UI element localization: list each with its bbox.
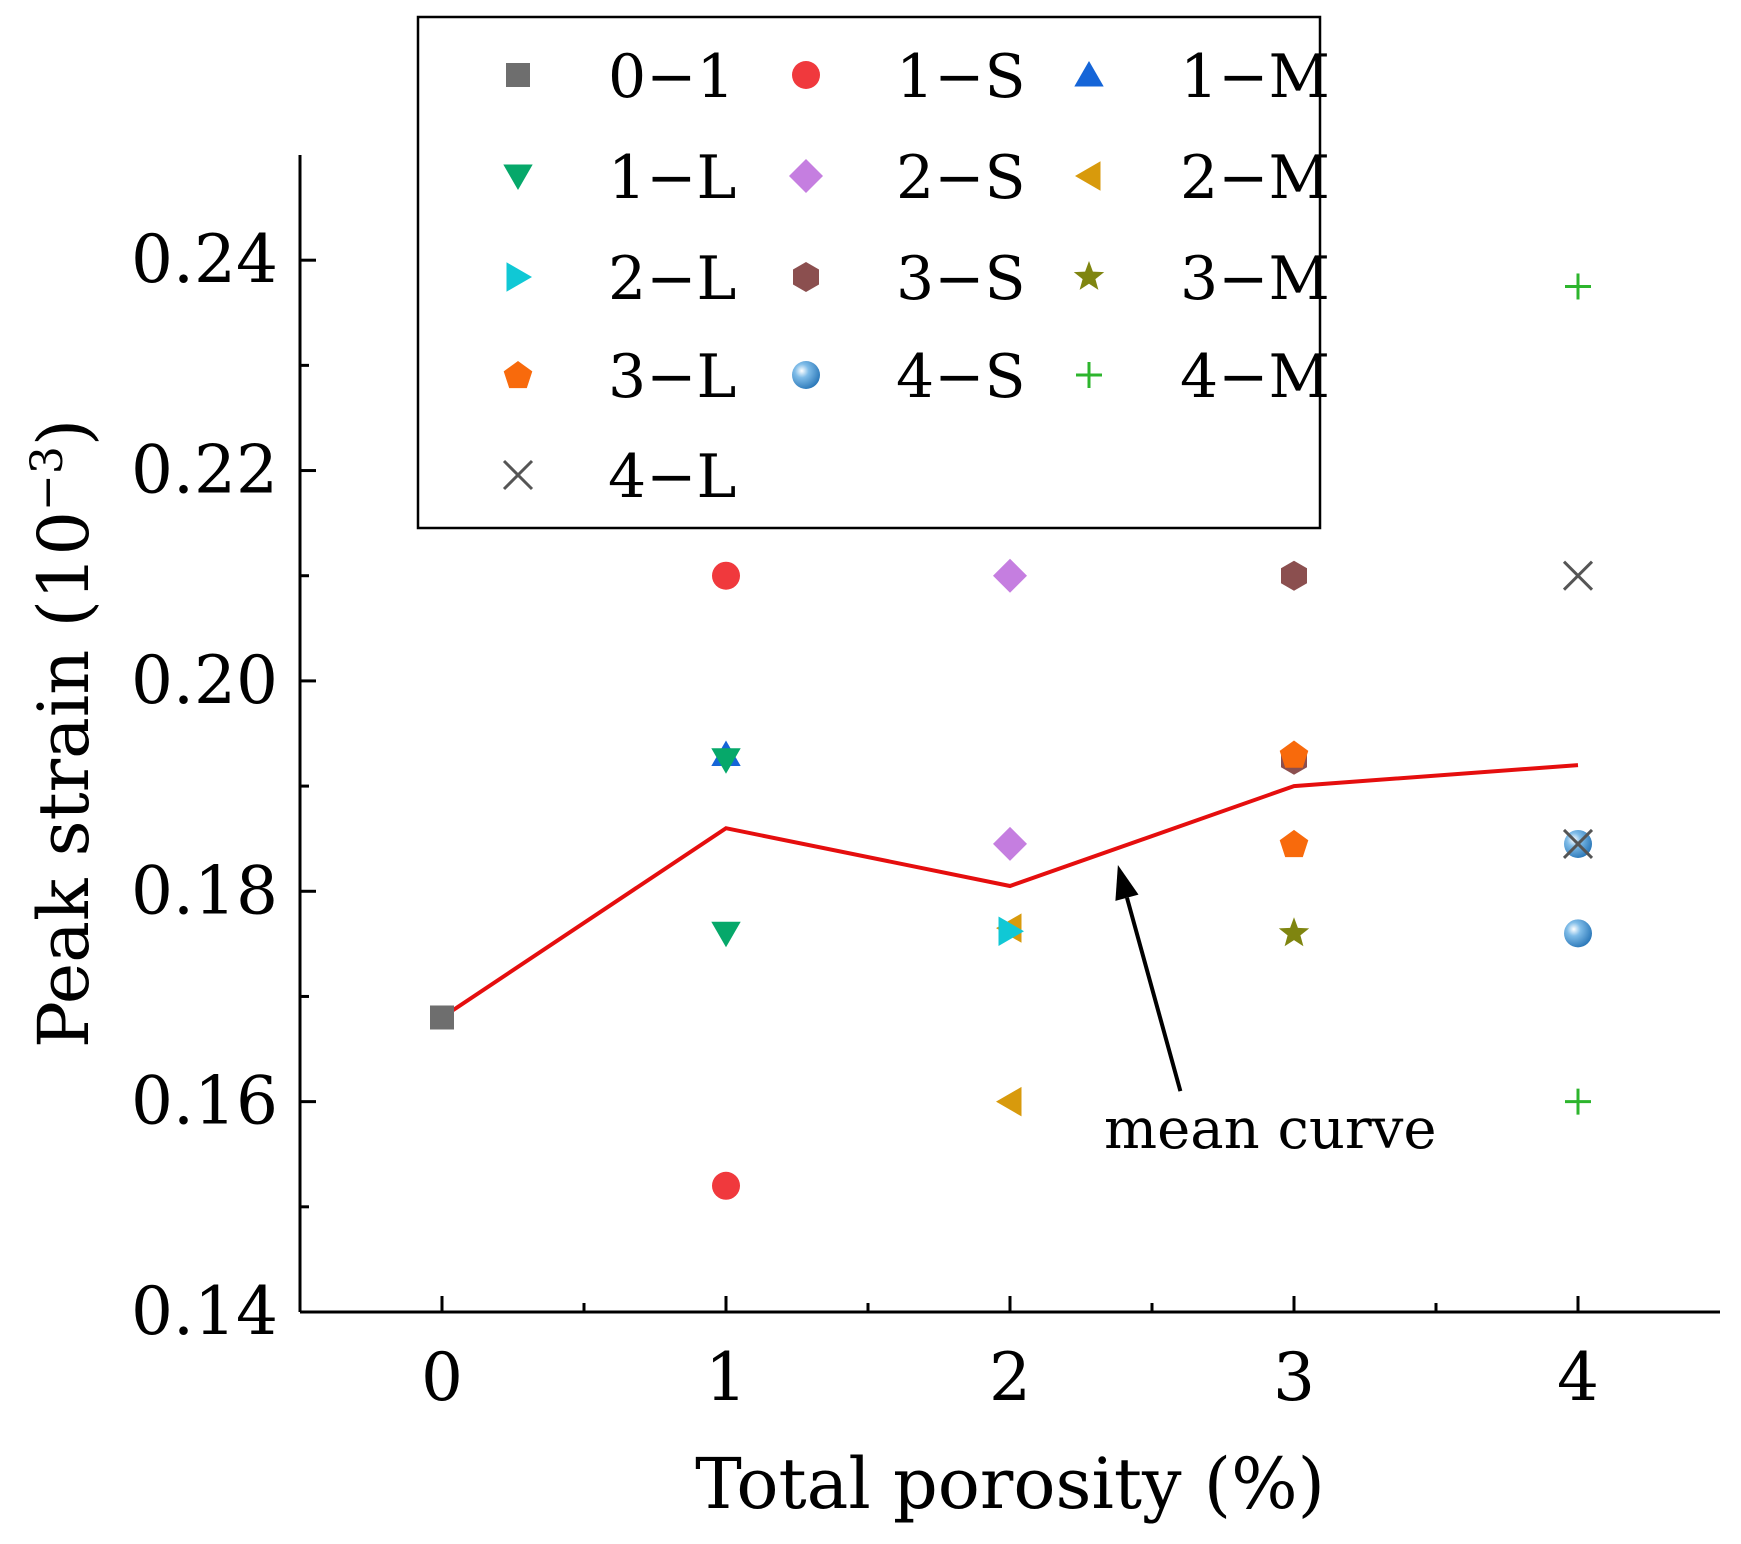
legend-marker-3-M bbox=[1073, 261, 1105, 290]
legend-box bbox=[416, 15, 1322, 530]
legend-marker-1-L bbox=[503, 164, 533, 190]
legend-marker-2-L bbox=[506, 262, 532, 292]
y-axis-title-main: Peak strain (10 bbox=[23, 511, 105, 1048]
legend-marker-1-S bbox=[792, 61, 820, 89]
mean-curve-layer bbox=[440, 763, 1579, 1020]
legend-label-4-M: 4−M bbox=[1180, 342, 1330, 412]
x-tick-label: 2 bbox=[989, 1339, 1031, 1416]
data-point-4-L-b bbox=[1562, 828, 1594, 860]
data-point-3-M bbox=[1278, 917, 1310, 947]
data-point-2-S bbox=[993, 558, 1027, 593]
legend-item-3-S: 3−S bbox=[793, 244, 1026, 314]
legend-item-1-M: 1−M bbox=[1074, 42, 1330, 112]
mean-curve-line bbox=[440, 763, 1579, 1020]
legend-label-0-1: 0−1 bbox=[608, 42, 735, 112]
data-point-4-L-b bbox=[1562, 560, 1594, 591]
data-point-0-1 bbox=[430, 1005, 454, 1030]
legend-marker-3-S bbox=[793, 262, 819, 292]
annotation: mean curve bbox=[1104, 865, 1436, 1162]
data-point-4-M bbox=[1565, 1088, 1591, 1115]
legend-marker-0-1 bbox=[506, 63, 530, 87]
legend-marker-4-M bbox=[1076, 362, 1102, 388]
legend-marker-3-L bbox=[503, 361, 533, 389]
legend-marker-2-M bbox=[1075, 161, 1101, 191]
annotation-arrow-shaft bbox=[1125, 897, 1183, 1092]
data-point-3-L bbox=[1279, 740, 1309, 768]
data-point-1-S bbox=[712, 1171, 740, 1200]
legend-item-4-S: 4−S bbox=[792, 342, 1026, 412]
x-tick-label: 0 bbox=[421, 1339, 463, 1416]
legend-item-4-L: 4−L bbox=[502, 442, 736, 512]
data-point-3-S bbox=[1281, 560, 1307, 591]
legend-item-3-L: 3−L bbox=[503, 342, 736, 412]
legend-item-2-L: 2−L bbox=[506, 244, 736, 314]
y-axis-title: Peak strain (10−3) bbox=[22, 419, 105, 1048]
legend-item-4-M: 4−M bbox=[1076, 342, 1330, 412]
legend-label-4-S: 4−S bbox=[896, 342, 1026, 412]
y-axis-title-close: ) bbox=[23, 419, 105, 446]
legend-marker-2-S bbox=[789, 159, 823, 193]
legend: 0−1 1−S 1−M 1−L 2−S 2−M 2−L 3−S 3−M 3−L 4−S 4−M 4−L bbox=[416, 15, 1330, 530]
data-point-4-L bbox=[1562, 560, 1594, 591]
data-point-3-L bbox=[1279, 829, 1309, 858]
data-points bbox=[430, 273, 1594, 1200]
data-point-4-M bbox=[1565, 273, 1591, 300]
legend-item-1-S: 1−S bbox=[792, 42, 1026, 112]
x-tick-label: 1 bbox=[705, 1339, 747, 1416]
x-tick-label: 3 bbox=[1273, 1339, 1315, 1416]
y-tick-label: 0.18 bbox=[131, 852, 278, 929]
legend-label-3-M: 3−M bbox=[1180, 244, 1330, 314]
annotation-arrow-head bbox=[1115, 865, 1139, 901]
legend-label-1-S: 1−S bbox=[896, 42, 1026, 112]
data-point-2-S bbox=[993, 826, 1027, 861]
legend-marker-1-M bbox=[1074, 61, 1104, 87]
data-point-2-L bbox=[998, 916, 1024, 946]
y-tick-label: 0.16 bbox=[131, 1063, 278, 1140]
legend-label-3-L: 3−L bbox=[608, 342, 736, 412]
legend-label-3-S: 3−S bbox=[896, 244, 1026, 314]
data-point-1-L bbox=[711, 748, 741, 774]
y-tick-label: 0.14 bbox=[131, 1273, 278, 1350]
legend-label-4-L: 4−L bbox=[608, 442, 736, 512]
data-point-1-S bbox=[712, 561, 740, 590]
legend-item-2-M: 2−M bbox=[1075, 143, 1330, 213]
data-point-2-M bbox=[996, 1086, 1022, 1117]
legend-item-1-L: 1−L bbox=[503, 143, 736, 213]
x-tick-label: 4 bbox=[1557, 1339, 1599, 1416]
y-tick-label: 0.24 bbox=[131, 221, 278, 298]
data-point-1-L bbox=[711, 921, 741, 948]
legend-item-3-M: 3−M bbox=[1073, 244, 1330, 314]
legend-item-2-S: 2−S bbox=[789, 143, 1026, 213]
legend-label-2-M: 2−M bbox=[1180, 143, 1330, 213]
y-tick-label: 0.20 bbox=[131, 642, 278, 719]
legend-item-0-1: 0−1 bbox=[506, 42, 735, 112]
y-tick-label: 0.22 bbox=[131, 432, 278, 509]
legend-marker-4-S bbox=[792, 361, 820, 389]
axes: 0 1 2 3 4 0.14 0.16 0.18 0.20 0.22 0.24 Total poros… bbox=[22, 155, 1720, 1525]
legend-label-1-L: 1−L bbox=[608, 143, 736, 213]
x-axis-title: Total porosity (%) bbox=[695, 1443, 1325, 1525]
legend-label-2-L: 2−L bbox=[608, 244, 736, 314]
y-axis-title-exponent: −3 bbox=[22, 446, 73, 511]
legend-label-2-S: 2−S bbox=[896, 143, 1026, 213]
annotation-text: mean curve bbox=[1104, 1097, 1436, 1162]
data-point-4-S bbox=[1564, 919, 1592, 948]
legend-label-1-M: 1−M bbox=[1180, 42, 1330, 112]
data-point-4-L bbox=[1562, 828, 1594, 860]
legend-marker-4-L-b bbox=[502, 459, 534, 491]
legend-marker-4-L bbox=[502, 459, 534, 491]
